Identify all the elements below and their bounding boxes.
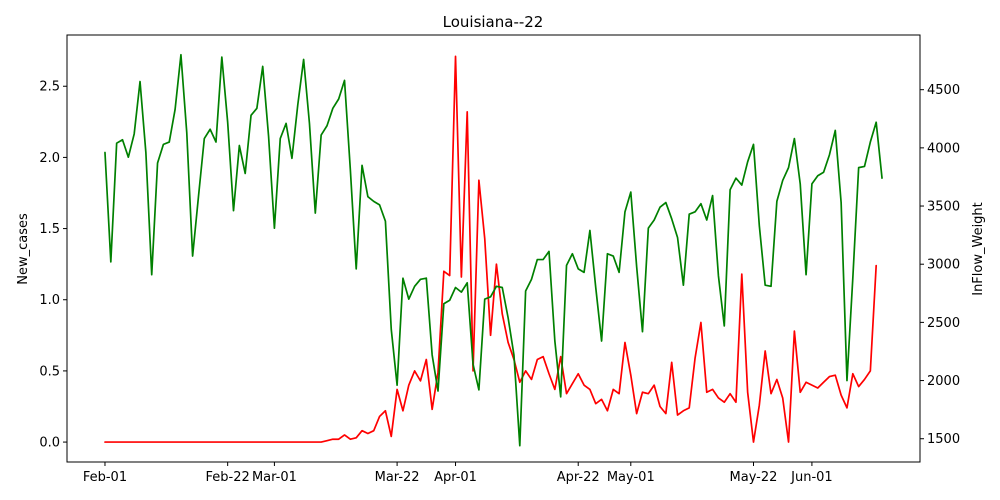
y-left-tick-label: 1.0 — [39, 293, 60, 308]
y-left-tick-label: 2.0 — [39, 151, 60, 166]
y-right-tick-label: 4000 — [927, 141, 960, 156]
x-tick-label: Feb-22 — [206, 470, 250, 485]
new-cases-line — [104, 55, 878, 443]
inflow-weight-line — [104, 53, 883, 447]
y-axis-left-label: New_cases — [16, 213, 31, 285]
y-left-tick-label: 0.5 — [39, 364, 60, 379]
y-left-tick-label: 1.5 — [39, 222, 60, 237]
chart-title: Louisiana--22 — [443, 13, 544, 31]
x-tick-label: Mar-22 — [375, 470, 420, 485]
y-axis-right-label: InFlow_Weight — [971, 202, 986, 296]
x-tick-label: Apr-22 — [557, 470, 600, 485]
axes-layer: Feb-01 Feb-22 Mar-01 Mar-22 Apr-01 Apr-22 May-… — [39, 34, 960, 485]
plot-frame — [66, 34, 921, 463]
x-tick-label: Feb-01 — [83, 470, 127, 485]
x-tick-label: May-22 — [730, 470, 778, 485]
x-tick-label: Jun-01 — [790, 470, 833, 485]
x-tick-label: Mar-01 — [252, 470, 297, 485]
y-right-tick-label: 3500 — [927, 200, 960, 215]
y-right-tick-label: 2500 — [927, 316, 960, 331]
y-left-tick-label: 2.5 — [39, 80, 60, 95]
x-tick-label: May-01 — [607, 470, 655, 485]
y-right-tick-label: 4500 — [927, 83, 960, 98]
y-right-tick-label: 2000 — [927, 374, 960, 389]
y-left-tick-label: 0.0 — [39, 436, 60, 451]
series-layer — [104, 53, 883, 447]
y-right-tick-label: 3000 — [927, 258, 960, 273]
x-tick-label: Apr-01 — [434, 470, 477, 485]
y-right-tick-label: 1500 — [927, 432, 960, 447]
